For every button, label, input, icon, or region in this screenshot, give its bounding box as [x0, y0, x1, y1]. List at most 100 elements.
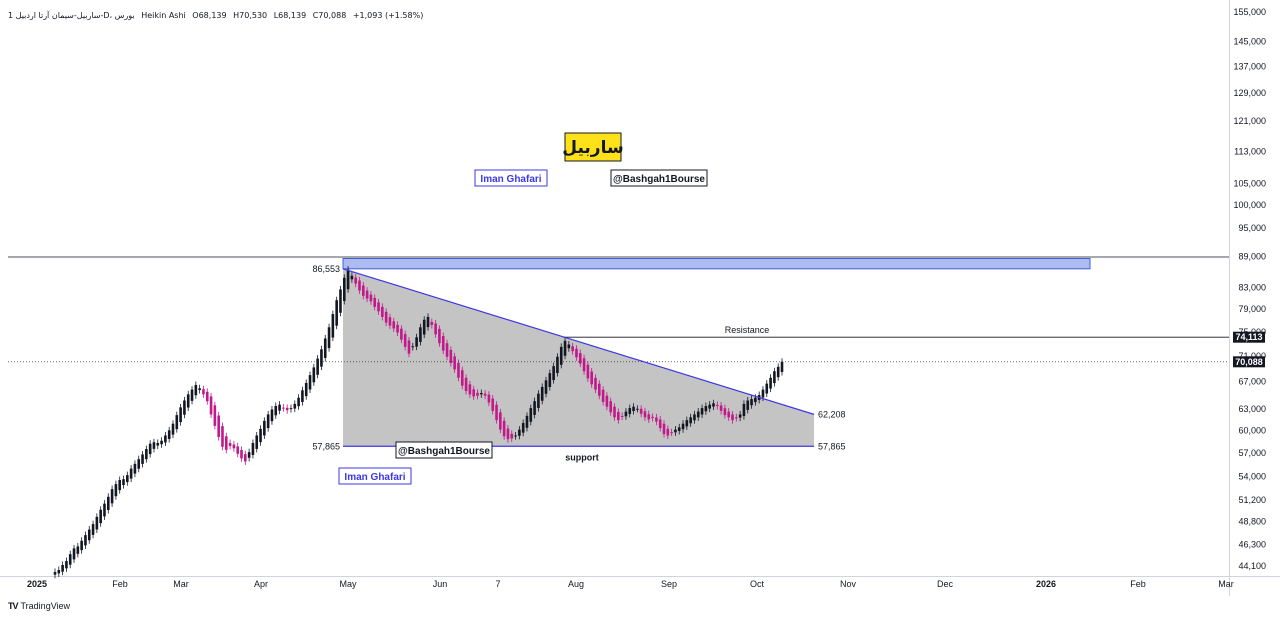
- candle-body: [122, 479, 125, 486]
- candle-body: [590, 371, 593, 385]
- candle: [106, 493, 110, 514]
- candle-body: [137, 459, 141, 469]
- candle: [76, 542, 80, 558]
- candle-body: [441, 336, 445, 351]
- candle: [304, 379, 308, 400]
- time-tick-label: Jun: [433, 579, 448, 589]
- candle-body: [723, 408, 727, 416]
- candle-body: [419, 327, 422, 342]
- candle-body: [704, 406, 708, 412]
- price-tick-label: 44,100: [1238, 561, 1266, 571]
- support-label: support: [565, 452, 599, 462]
- time-axis[interactable]: 2025 Feb Mar Apr May Jun 7 Aug Sep Oct Nov Dec 2026 F…: [27, 579, 1234, 589]
- candle: [563, 337, 567, 360]
- candle-body: [209, 396, 213, 415]
- candle: [487, 391, 491, 407]
- candle-body: [270, 409, 274, 422]
- candle: [327, 323, 331, 352]
- candle: [190, 386, 194, 405]
- candle: [133, 460, 137, 478]
- candle: [704, 402, 708, 415]
- candle-body: [221, 426, 224, 447]
- candle-body: [685, 420, 689, 427]
- candle-body: [274, 406, 278, 416]
- candle-body: [491, 398, 495, 411]
- candle-body: [556, 356, 559, 374]
- candle-body: [495, 404, 498, 421]
- time-tick-label: Sep: [661, 579, 677, 589]
- candle-body: [362, 285, 365, 296]
- candle-body: [769, 377, 772, 389]
- candle-body: [735, 417, 738, 419]
- candle: [597, 380, 601, 400]
- candle: [449, 346, 453, 367]
- candle-body: [126, 475, 129, 483]
- candle-body: [164, 435, 167, 443]
- price-tick-label: 113,000: [1234, 146, 1266, 156]
- candle-body: [65, 561, 68, 569]
- candle: [377, 298, 380, 315]
- symbol-name[interactable]: 1 ساربیل-سیمان آرتا اردبیل-D، بورس: [8, 11, 135, 20]
- time-tick-label: 2026: [1036, 579, 1056, 589]
- descending-trendline[interactable]: [342, 268, 815, 415]
- time-tick-label: Mar: [173, 579, 189, 589]
- candle-body: [76, 546, 80, 554]
- candle: [628, 404, 632, 418]
- candle-body: [776, 366, 780, 378]
- candle: [419, 323, 422, 346]
- candle: [746, 396, 750, 414]
- candle-body: [563, 340, 567, 356]
- candle-body: [186, 394, 190, 408]
- low-value-label: 57,865: [312, 441, 340, 451]
- candle-body: [316, 358, 319, 375]
- time-tick-label: Feb: [1130, 579, 1146, 589]
- candle-body: [335, 300, 338, 326]
- tradingview-watermark[interactable]: TV TradingView: [8, 601, 70, 611]
- candle: [61, 561, 64, 576]
- candle: [407, 336, 411, 358]
- candle-body: [373, 297, 377, 307]
- candle-body: [175, 415, 179, 430]
- candle: [453, 352, 456, 373]
- candle: [643, 407, 647, 421]
- candle: [145, 445, 148, 463]
- candle: [137, 455, 141, 473]
- candle: [480, 389, 483, 398]
- candle-body: [87, 529, 91, 541]
- candle-body: [434, 323, 437, 335]
- candle-body: [658, 419, 662, 429]
- candle: [460, 366, 464, 390]
- candle-body: [529, 408, 533, 422]
- supply-zone[interactable]: [342, 258, 1091, 270]
- candle: [529, 404, 533, 426]
- price-axis[interactable]: 155,000 145,000 137,000 129,000 121,000 113,0…: [1233, 7, 1266, 571]
- candle-body: [381, 306, 384, 317]
- candle: [738, 410, 742, 422]
- candle-body: [91, 524, 95, 535]
- candle: [765, 380, 769, 398]
- candle-body: [761, 389, 765, 398]
- candle: [594, 374, 597, 394]
- candle-body: [377, 302, 380, 312]
- candle-body: [468, 384, 472, 395]
- candle: [91, 520, 95, 539]
- candle-body: [533, 401, 536, 415]
- candle: [525, 412, 529, 432]
- candle-body: [445, 343, 449, 357]
- candle: [769, 374, 772, 393]
- author-bottom-label: Iman Ghafari: [344, 472, 405, 483]
- candle: [712, 399, 715, 411]
- candle-body: [696, 411, 700, 418]
- candle: [251, 439, 255, 459]
- candle: [293, 400, 297, 413]
- price-tick-label: 137,000: [1233, 61, 1266, 71]
- candle: [335, 296, 338, 330]
- candle-body: [609, 401, 613, 413]
- price-tick-label: 46,300: [1238, 540, 1266, 550]
- candle: [236, 442, 240, 458]
- candle: [693, 410, 696, 424]
- candle-body: [708, 404, 711, 409]
- candle-body: [384, 311, 388, 323]
- time-tick-label: Mar: [1218, 579, 1234, 589]
